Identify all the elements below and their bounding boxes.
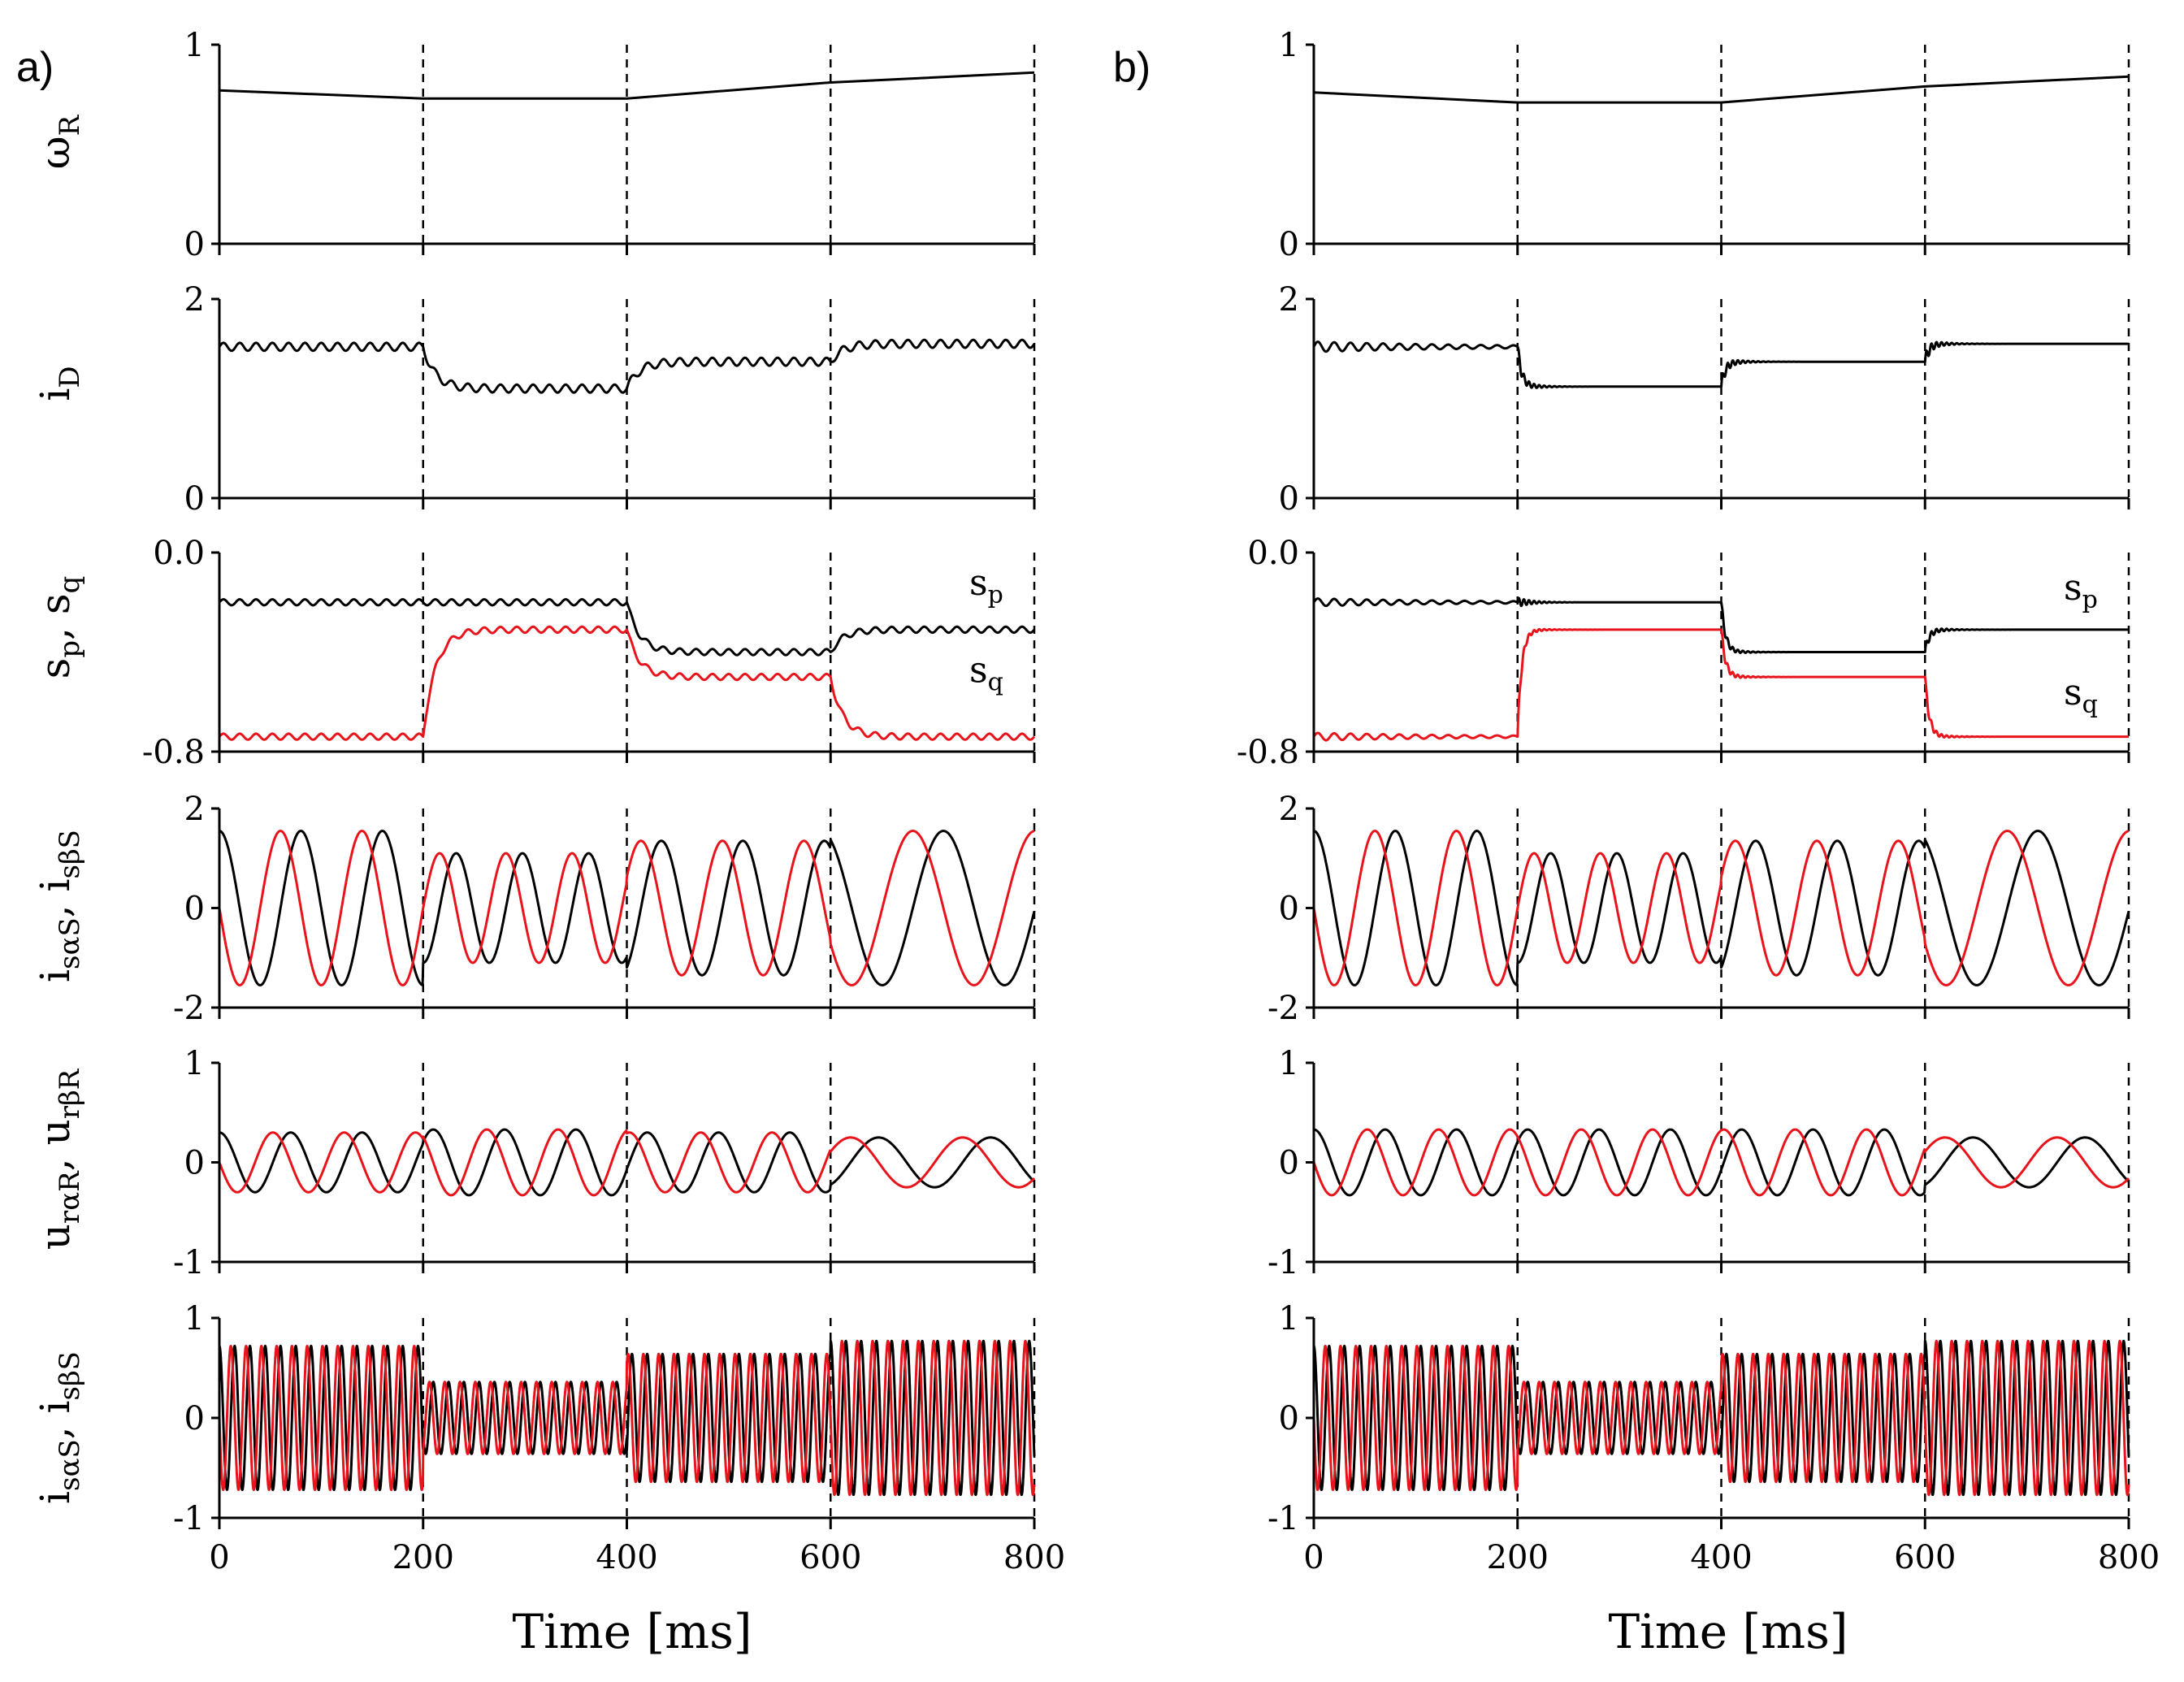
series-b-1-black xyxy=(1313,75,2130,104)
ytick-label-b-5-2: -1 xyxy=(1268,1244,1299,1281)
ylabel-ur-alpha-beta: urαR, urβR xyxy=(32,1068,86,1250)
ytick-label-b-6-1: 0 xyxy=(1279,1400,1299,1437)
ytick-label-b-1-1: 0 xyxy=(1279,226,1299,263)
ytick-label-b-4-2: -2 xyxy=(1268,990,1299,1027)
series-a-3-black xyxy=(218,598,1036,657)
series-a-3-red xyxy=(218,625,1036,741)
xtick-label-b-6-800: 800 xyxy=(2098,1539,2160,1576)
ytick-label-b-6-0: 1 xyxy=(1279,1300,1299,1337)
ytick-label-a-6-0: 1 xyxy=(184,1300,205,1337)
ytick-label-a-3-0: 0.0 xyxy=(153,535,205,572)
ytick-label-a-2-1: 0 xyxy=(184,480,205,518)
series-a-2-black xyxy=(218,338,1036,394)
ytick-label-a-4-0: 2 xyxy=(184,791,205,828)
ytick-label-a-4-2: -2 xyxy=(173,990,205,1027)
ylabel-sp-sq: sp, sq xyxy=(32,576,86,679)
ytick-label-a-2-0: 2 xyxy=(184,281,205,319)
ytick-label-b-4-0: 2 xyxy=(1279,791,1299,828)
series-a-1-black xyxy=(219,71,1035,100)
series-b-5-red xyxy=(1312,1128,2130,1197)
xtick-label-a-6-400: 400 xyxy=(596,1539,657,1576)
ytick-label-b-1-0: 1 xyxy=(1279,27,1299,64)
ylabel-is-alpha-beta: isαS, isβS xyxy=(32,830,86,982)
ytick-label-b-5-0: 1 xyxy=(1279,1045,1299,1082)
xtick-label-a-6-0: 0 xyxy=(209,1539,229,1576)
ytick-label-a-5-1: 0 xyxy=(184,1145,205,1182)
ylabel-omega-r: ωR xyxy=(32,114,86,169)
series-b-2-black xyxy=(1312,340,2130,389)
xlabel-a: Time [ms] xyxy=(512,1604,752,1659)
series-b-5-black xyxy=(1313,1128,2130,1197)
ytick-label-a-3-1: -0.8 xyxy=(142,734,205,771)
ytick-label-b-5-1: 0 xyxy=(1279,1145,1299,1182)
ylabel-i-d: iD xyxy=(32,366,86,401)
ytick-label-a-6-1: 0 xyxy=(184,1400,205,1437)
ytick-label-b-4-1: 0 xyxy=(1279,891,1299,928)
series-b-4-black xyxy=(1313,830,2130,986)
ytick-label-b-2-1: 0 xyxy=(1279,480,1299,518)
ytick-label-b-3-0: 0.0 xyxy=(1247,535,1299,572)
xtick-label-a-6-800: 800 xyxy=(1003,1539,1065,1576)
ytick-label-b-2-0: 2 xyxy=(1279,281,1299,319)
panel-label-a: a) xyxy=(16,44,54,91)
xtick-label-b-6-600: 600 xyxy=(1894,1539,1956,1576)
annotation-a-3-sq: sq xyxy=(969,649,1003,696)
annotation-b-3-sq: sq xyxy=(2064,672,2098,719)
annotation-a-3-sp: sp xyxy=(969,562,1003,609)
xtick-label-a-6-200: 200 xyxy=(392,1539,454,1576)
ytick-label-a-4-1: 0 xyxy=(184,891,205,928)
annotation-b-3-sp: sp xyxy=(2064,567,2098,614)
panel-label-b: b) xyxy=(1113,44,1150,91)
ytick-label-b-3-1: -0.8 xyxy=(1237,734,1299,771)
xtick-label-a-6-600: 600 xyxy=(800,1539,861,1576)
ytick-label-a-5-0: 1 xyxy=(184,1045,205,1082)
ytick-label-a-1-1: 0 xyxy=(184,226,205,263)
ylabel-is-alpha-beta-2: isαS, isβS xyxy=(32,1351,86,1504)
series-b-4-red xyxy=(1312,830,2130,986)
series-a-5-black xyxy=(219,1128,1035,1197)
series-a-4-red xyxy=(218,830,1035,986)
xtick-label-b-6-400: 400 xyxy=(1690,1539,1752,1576)
series-b-6-red xyxy=(1312,1339,2130,1497)
series-b-3-black xyxy=(1312,596,2130,654)
xtick-label-b-6-200: 200 xyxy=(1487,1539,1549,1576)
ytick-label-a-5-2: -1 xyxy=(173,1244,205,1281)
ytick-label-a-1-0: 1 xyxy=(184,27,205,64)
xtick-label-b-6-0: 0 xyxy=(1303,1539,1324,1576)
series-b-3-red xyxy=(1312,627,2130,742)
xlabel-b: Time [ms] xyxy=(1608,1604,1848,1659)
ytick-label-b-6-2: -1 xyxy=(1268,1500,1299,1537)
series-a-5-red xyxy=(218,1128,1036,1197)
series-a-6-red xyxy=(218,1339,1036,1497)
ytick-label-a-6-2: -1 xyxy=(173,1500,205,1537)
series-a-4-black xyxy=(219,830,1036,986)
